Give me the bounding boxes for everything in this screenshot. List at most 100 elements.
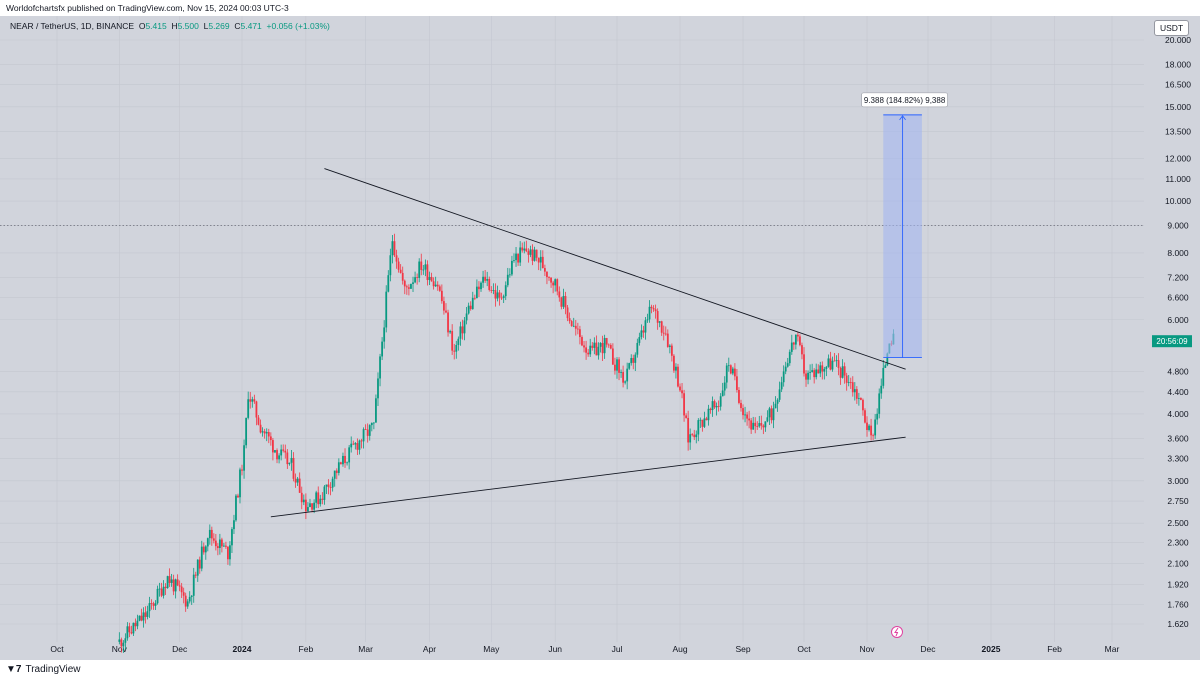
- candle-body: [876, 413, 879, 420]
- x-tick-label: Oct: [50, 644, 64, 654]
- candle: [683, 389, 685, 422]
- time-axis[interactable]: [0, 642, 1200, 660]
- candle: [122, 640, 125, 653]
- candle-body: [214, 540, 217, 547]
- candle: [558, 286, 561, 302]
- candle-body: [764, 421, 767, 428]
- candle: [790, 334, 793, 355]
- candle: [397, 257, 400, 273]
- price-axis[interactable]: [1144, 16, 1200, 642]
- candle: [864, 408, 866, 424]
- candle: [379, 353, 381, 387]
- candle-body: [158, 588, 161, 590]
- candle-body: [212, 538, 215, 541]
- candle-body: [412, 282, 414, 284]
- candle-body: [866, 422, 868, 430]
- candle-body: [519, 247, 522, 263]
- candle-body: [515, 253, 517, 261]
- candle: [364, 424, 367, 430]
- candle: [471, 291, 474, 310]
- candle: [689, 428, 692, 450]
- candle: [432, 277, 435, 290]
- candle: [156, 585, 159, 605]
- chart-plot-area[interactable]: [0, 16, 1144, 642]
- candle-body: [130, 632, 133, 634]
- footer-brand[interactable]: ▼7 TradingView: [6, 664, 81, 675]
- candle-body: [681, 390, 683, 394]
- candle: [204, 545, 207, 560]
- candle: [860, 397, 862, 401]
- candle: [697, 418, 700, 442]
- candle-body: [225, 545, 227, 547]
- chart-svg[interactable]: 20.000 18.000 16.500 15.000 13.500 12.000 11.0…: [0, 0, 1200, 660]
- candle: [327, 479, 330, 495]
- candle-body: [480, 282, 482, 290]
- candle: [399, 264, 402, 274]
- candle-body: [370, 422, 373, 426]
- candle: [494, 283, 497, 307]
- candle: [543, 264, 546, 277]
- candle: [430, 272, 433, 282]
- candle-body: [609, 344, 612, 349]
- candle: [362, 427, 365, 449]
- candle: [188, 591, 191, 604]
- candle-body: [813, 370, 816, 378]
- candle: [644, 316, 647, 340]
- candle: [405, 284, 408, 295]
- candle: [574, 320, 577, 336]
- candle: [646, 313, 649, 323]
- candle-body: [372, 422, 375, 424]
- candle-body: [231, 529, 233, 546]
- candle-body: [296, 478, 299, 483]
- candle-body: [611, 348, 614, 365]
- candle-body: [438, 286, 441, 291]
- candle: [434, 276, 437, 288]
- candle-body: [216, 546, 219, 549]
- candle-body: [595, 342, 598, 356]
- candle-body: [554, 279, 557, 286]
- candle-body: [531, 249, 534, 261]
- candle: [801, 342, 803, 360]
- currency-button[interactable]: USDT: [1154, 20, 1190, 36]
- projection-arrow-head: [899, 115, 906, 121]
- candle: [286, 449, 289, 469]
- candle-body: [599, 342, 602, 347]
- candle: [132, 622, 135, 636]
- candle-body: [138, 615, 141, 621]
- candle-body: [282, 449, 285, 451]
- candle-body: [736, 376, 738, 390]
- footer-bar: [0, 660, 1200, 680]
- candle: [640, 324, 643, 340]
- candle-body: [223, 545, 225, 547]
- candle-body: [407, 287, 410, 289]
- candle: [721, 382, 724, 397]
- candle-body: [278, 455, 280, 460]
- candle: [144, 606, 147, 624]
- candle-body: [719, 396, 722, 407]
- candle-body: [424, 264, 427, 270]
- candle: [302, 494, 305, 506]
- candle: [267, 428, 270, 444]
- candle-body: [632, 358, 635, 363]
- candle-body: [120, 639, 123, 647]
- y-tick-label: 1.920: [1167, 580, 1189, 590]
- candle-body: [377, 378, 379, 399]
- candle-body: [646, 319, 649, 321]
- candle-body: [473, 297, 476, 299]
- candle-body: [882, 367, 885, 386]
- candle: [190, 594, 193, 605]
- candle-body: [368, 425, 371, 436]
- candle-body: [329, 487, 332, 488]
- candle-body: [733, 368, 736, 377]
- candle-body: [843, 366, 846, 376]
- candle-body: [784, 366, 787, 372]
- candle: [340, 461, 342, 465]
- y-tick-label: 3.000: [1167, 476, 1189, 486]
- x-tick-label: Jul: [612, 644, 623, 654]
- x-tick-label: May: [483, 644, 500, 654]
- candle: [585, 340, 587, 360]
- candle-body: [746, 414, 748, 419]
- candle-body: [884, 365, 887, 368]
- candle-body: [525, 248, 528, 252]
- x-tick-label: Mar: [358, 644, 373, 654]
